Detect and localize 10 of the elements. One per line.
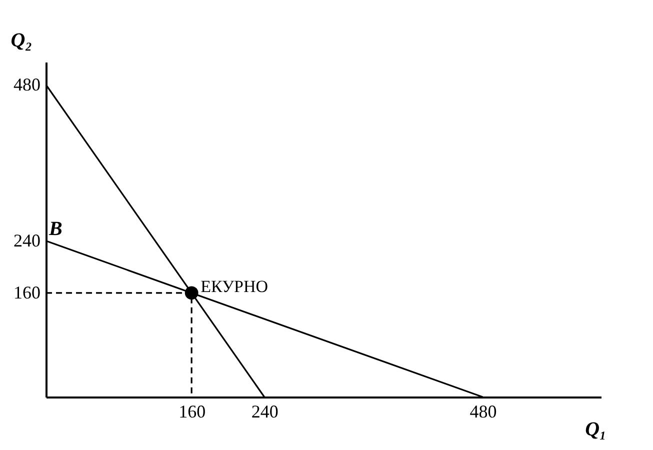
- x-axis-title: Q₁: [585, 418, 606, 440]
- annotation: B: [48, 218, 62, 240]
- annotation: EКУРНО: [200, 276, 268, 296]
- x-tick-label: 160: [178, 402, 206, 422]
- y-axis-title: Q₂: [10, 30, 32, 52]
- y-tick-label: 480: [14, 74, 40, 94]
- x-tick-label: 240: [251, 402, 278, 422]
- x-tick-label: 480: [470, 402, 497, 422]
- y-tick-label: 160: [14, 282, 40, 302]
- y-tick-label: 240: [14, 230, 40, 250]
